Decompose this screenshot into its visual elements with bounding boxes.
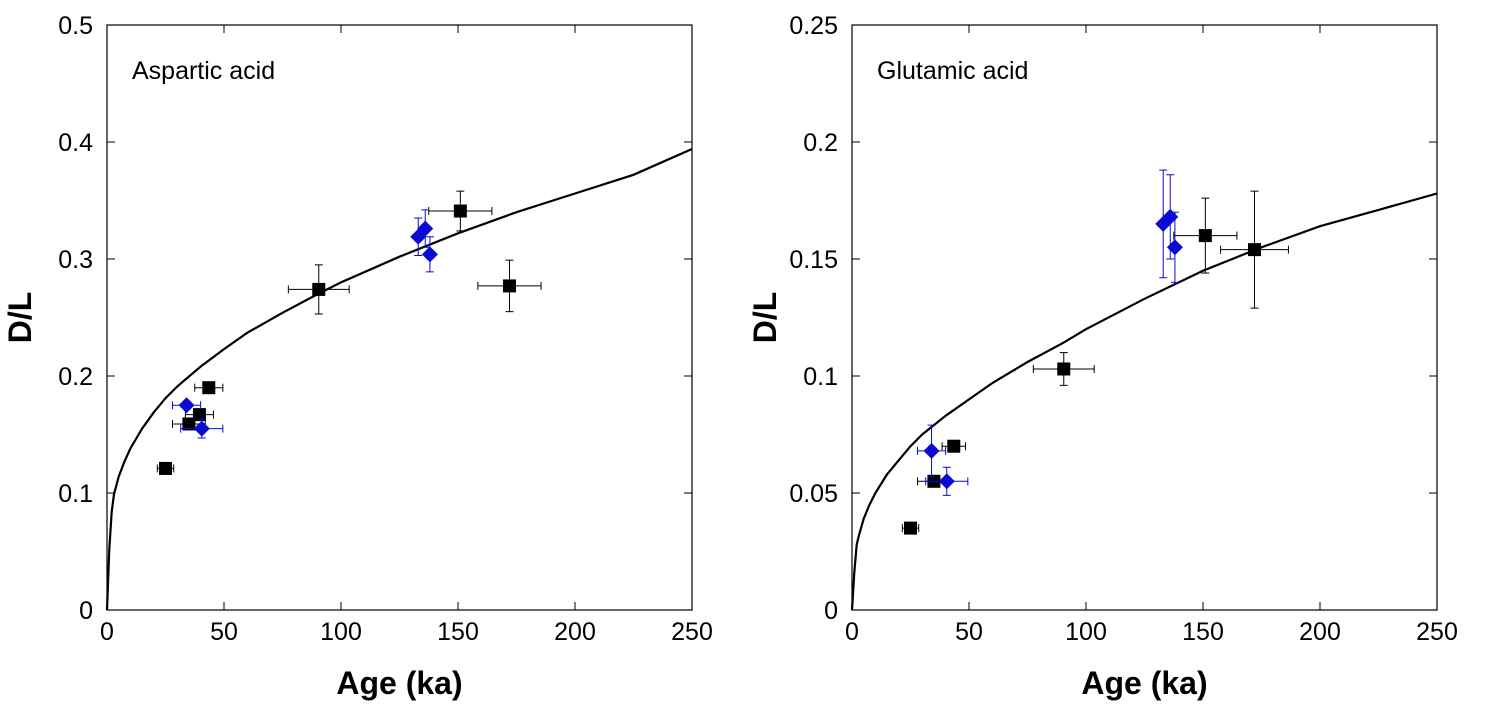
chart-panel-2: 0 50 100 150 200 250 0 0.05 0.1 0.15 0.2 0.25 Age (k… (747, 12, 1458, 701)
y-tick-label: 0.15 (789, 246, 838, 274)
x-axis-title: Age (ka) (1081, 665, 1207, 701)
data-point-square (1057, 362, 1071, 376)
y-tick-label: 0.25 (789, 12, 838, 40)
x-tick-label: 250 (671, 618, 713, 646)
y-tick-label: 0.1 (803, 363, 838, 391)
data-point-square (312, 282, 326, 296)
data-point-diamond (178, 397, 195, 414)
data-point-square (947, 439, 961, 453)
series-diamond (172, 209, 438, 439)
data-point-diamond (923, 442, 940, 459)
y-axis-title: D/L (2, 292, 38, 344)
data-point-square (182, 417, 196, 431)
y-tick-label: 0.05 (789, 480, 838, 508)
data-point-square (453, 204, 467, 218)
data-point-square (1247, 243, 1261, 257)
series-square (901, 190, 1289, 535)
data-point-diamond (1166, 239, 1183, 256)
series-diamond (917, 169, 1183, 496)
y-tick-label: 0 (824, 597, 838, 625)
data-point-diamond (938, 473, 955, 490)
x-tick-label: 100 (320, 618, 362, 646)
y-tick-label: 0.1 (58, 480, 93, 508)
data-point-diamond (417, 220, 434, 237)
x-axis-title: Age (ka) (336, 665, 462, 701)
x-tick-label: 150 (437, 618, 479, 646)
plot-frame (106, 24, 693, 611)
x-tick-label: 50 (210, 618, 238, 646)
data-point-square (502, 279, 516, 293)
y-tick-label: 0.2 (803, 129, 838, 157)
panel-label: Glutamic acid (877, 57, 1028, 85)
data-point-diamond (421, 246, 438, 263)
x-tick-label: 100 (1065, 618, 1107, 646)
data-point-diamond (193, 420, 210, 437)
y-tick-label: 0.4 (58, 129, 93, 157)
x-tick-label: 150 (1182, 618, 1224, 646)
y-tick-label: 0.5 (58, 12, 93, 40)
x-tick-label: 0 (100, 618, 114, 646)
y-tick-label: 0.2 (58, 363, 93, 391)
data-point-diamond (1162, 208, 1179, 225)
data-point-square (904, 521, 917, 535)
plot-frame (851, 24, 1438, 611)
y-tick-label: 0 (79, 597, 93, 625)
data-point-square (202, 381, 216, 395)
data-point-square (1198, 229, 1212, 243)
y-tick-label: 0.3 (58, 246, 93, 274)
y-axis-title: D/L (747, 292, 783, 344)
data-point-square (159, 461, 172, 475)
chart-panel-1: 0 50 100 150 200 250 0 0.1 0.2 0.3 0.4 0.5 Age (ka) D… (2, 12, 713, 701)
data-point-square (192, 408, 206, 422)
series-square (156, 190, 542, 475)
panel-label: Aspartic acid (132, 57, 275, 85)
fit-curve (850, 192, 1438, 611)
x-tick-label: 250 (1416, 618, 1458, 646)
fit-curve (105, 147, 693, 611)
x-tick-label: 0 (845, 618, 859, 646)
x-tick-label: 200 (554, 618, 596, 646)
x-tick-label: 200 (1299, 618, 1341, 646)
x-tick-label: 50 (955, 618, 983, 646)
